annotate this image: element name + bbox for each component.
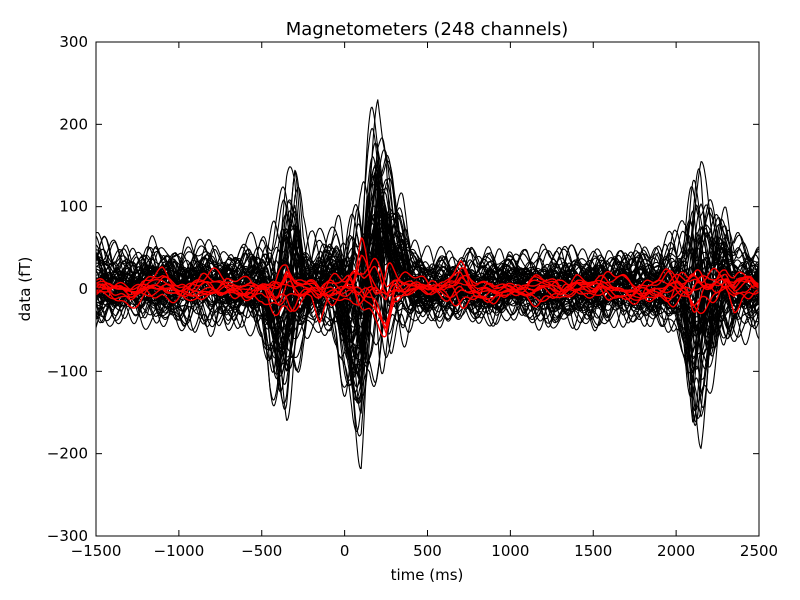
x-tick-label: −1000 xyxy=(154,542,205,560)
y-tick-label: −100 xyxy=(47,362,88,380)
red-channel-trace-5 xyxy=(96,237,759,317)
y-tick-label: −200 xyxy=(47,445,88,463)
y-tick-label: 0 xyxy=(78,280,88,298)
y-axis-label: data (fT) xyxy=(16,257,34,322)
red-channel-trace-4 xyxy=(96,260,759,338)
x-axis-label: time (ms) xyxy=(391,566,464,584)
x-tick-label: −500 xyxy=(241,542,282,560)
x-tick-label: 500 xyxy=(413,542,442,560)
red-channel-trace-8 xyxy=(96,257,759,312)
x-tick-label: 1500 xyxy=(574,542,612,560)
x-tick-label: 1000 xyxy=(491,542,529,560)
chart-title: Magnetometers (248 channels) xyxy=(286,19,569,40)
red-channel-trace-10 xyxy=(96,254,759,306)
red-channel-traces xyxy=(96,237,759,338)
x-axis-ticks: −1500 −1000 −500 0 500 1000 1500 2000 2500 xyxy=(71,42,778,560)
black-channel-trace-29 xyxy=(96,179,759,470)
black-channel-trace-60 xyxy=(96,99,759,401)
x-tick-label: −1500 xyxy=(71,542,122,560)
black-channel-trace-63 xyxy=(96,184,759,419)
black-channel-trace-26 xyxy=(96,137,759,363)
y-tick-label: −300 xyxy=(47,527,88,545)
x-tick-label: 2500 xyxy=(740,542,778,560)
y-tick-label: 200 xyxy=(59,115,88,133)
y-tick-label: 100 xyxy=(59,198,88,216)
x-tick-label: 0 xyxy=(340,542,350,560)
x-tick-label: 2000 xyxy=(657,542,695,560)
black-channel-trace-44 xyxy=(96,166,759,369)
y-tick-label: 300 xyxy=(59,33,88,51)
y-axis-ticks: −300 −200 −100 0 100 200 300 xyxy=(47,33,759,545)
black-channel-trace-66 xyxy=(96,175,759,351)
